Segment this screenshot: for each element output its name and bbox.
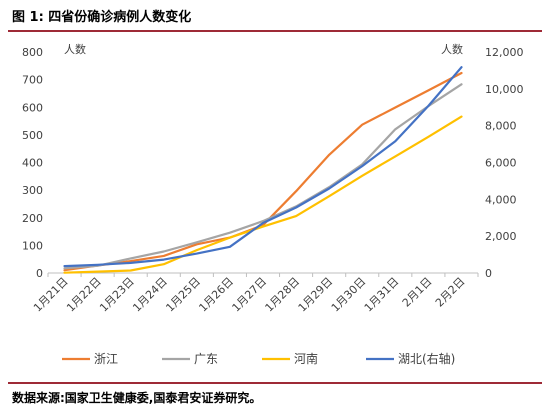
x-tick-label: 1月30日 — [329, 275, 369, 315]
left-tick-label: 400 — [22, 157, 43, 170]
series-lines — [63, 66, 463, 274]
left-tick-label: 700 — [22, 74, 43, 87]
axes — [47, 272, 479, 277]
x-tick-label: 1月29日 — [296, 275, 336, 315]
left-tick-label: 100 — [22, 239, 43, 252]
x-tick-label: 1月26日 — [196, 275, 236, 315]
x-tick-label: 1月23日 — [97, 275, 137, 315]
figure-title: 图 1: 四省份确诊病例人数变化 — [12, 10, 192, 25]
left-tick-label: 200 — [22, 212, 43, 225]
right-tick-label: 8,000 — [485, 120, 517, 133]
legend-label: 河南 — [294, 351, 318, 366]
legend-label: 湖北(右轴) — [398, 351, 455, 366]
title-rule — [8, 30, 542, 32]
right-tick-label: 4,000 — [485, 193, 517, 206]
left-tick-label: 600 — [22, 101, 43, 114]
right-axis-unit: 人数 — [441, 43, 463, 56]
right-tick-label: 6,000 — [485, 157, 517, 170]
x-tick-label: 1月28日 — [263, 275, 303, 315]
legend-label: 广东 — [194, 352, 218, 366]
series-line — [63, 71, 463, 272]
source-rule — [8, 382, 542, 384]
x-tick-label: 1月31日 — [362, 275, 402, 315]
x-tick-label: 1月25日 — [163, 275, 203, 315]
x-tick-label: 2月2日 — [433, 275, 468, 310]
right-tick-label: 12,000 — [485, 46, 524, 59]
right-axis-ticks: 0 2,000 4,000 6,000 8,000 10,000 12,000 — [485, 46, 524, 280]
right-tick-label: 2,000 — [485, 230, 517, 243]
title-bar: 图 1: 四省份确诊病例人数变化 — [0, 0, 550, 30]
x-tick-label: 2月1日 — [400, 275, 435, 310]
left-tick-label: 800 — [22, 46, 43, 59]
legend-label: 浙江 — [94, 352, 118, 366]
source-note: 数据来源:国家卫生健康委,国泰君安证券研究。 — [12, 391, 262, 405]
series-line — [63, 115, 463, 274]
left-tick-label: 300 — [22, 184, 43, 197]
left-tick-label: 0 — [36, 267, 43, 280]
x-tick-label: 1月24日 — [130, 275, 170, 315]
right-tick-label: 0 — [485, 267, 492, 280]
x-tick-label: 1月22日 — [64, 275, 104, 315]
left-tick-label: 500 — [22, 129, 43, 142]
series-line — [63, 66, 463, 268]
legend: 浙江 广东 河南 湖北(右轴) — [62, 351, 455, 366]
left-axis-ticks: 0 100 200 300 400 500 600 700 800 — [22, 46, 43, 280]
left-axis-unit: 人数 — [64, 43, 86, 56]
x-axis-ticks: 1月21日1月22日1月23日1月24日1月25日1月26日1月27日1月28日… — [31, 275, 468, 315]
right-tick-label: 10,000 — [485, 83, 524, 96]
x-tick-label: 1月27日 — [230, 275, 270, 315]
series-line — [63, 83, 463, 270]
x-tick-label: 1月21日 — [31, 275, 71, 315]
